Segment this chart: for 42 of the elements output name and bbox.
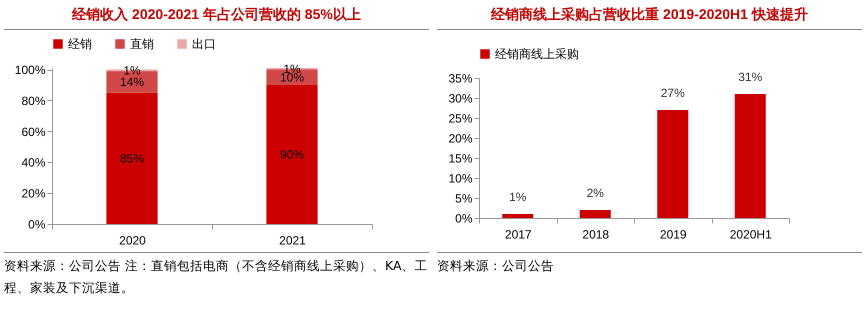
- bar: [502, 214, 534, 218]
- y-tick-label: 30%: [448, 92, 473, 106]
- y-tick-label: 5%: [455, 192, 473, 206]
- data-label: 2%: [586, 186, 604, 200]
- bar: [580, 210, 611, 218]
- legend-label: 经销商线上采购: [495, 47, 579, 61]
- bar: [106, 92, 158, 224]
- chart-title: 经销商线上采购占营收比重 2019-2020H1 快速提升: [437, 0, 862, 30]
- x-tick-label: 2020H1: [730, 228, 772, 242]
- bar: [734, 94, 766, 218]
- x-tick-label: 2018: [582, 228, 610, 242]
- x-tick-label: 2019: [660, 228, 687, 242]
- y-tick-label: 0%: [455, 212, 473, 226]
- y-tick-label: 80%: [21, 94, 46, 108]
- x-tick-label: 2017: [504, 228, 532, 242]
- data-label: 90%: [280, 147, 304, 162]
- data-label: 14%: [120, 74, 144, 89]
- bar: [266, 84, 318, 224]
- data-label: 31%: [738, 70, 763, 84]
- y-tick-label: 35%: [448, 72, 473, 86]
- x-tick-label: 2021: [279, 234, 306, 248]
- legend-label: 直销: [130, 37, 154, 51]
- y-tick-label: 40%: [21, 156, 46, 170]
- text: 资料来源：公司公告 注：直销包括电商（不含经销商线上采购）、KA、工程、家装及下沉渠道。: [4, 252, 429, 299]
- legend-label: 经销: [68, 37, 92, 51]
- data-label: 27%: [660, 86, 686, 100]
- chart-title: 经销收入 2020-2021 年占公司营收的 85%以上: [4, 0, 429, 30]
- y-tick-label: 0%: [28, 218, 46, 232]
- y-tick-label: 25%: [448, 112, 473, 126]
- y-tick-label: 20%: [448, 132, 473, 146]
- y-tick-label: 15%: [448, 152, 473, 166]
- y-tick-label: 10%: [448, 172, 473, 186]
- data-label: 1%: [123, 63, 141, 78]
- text: 资料来源：公司公告: [437, 252, 862, 277]
- x-tick-label: 2020: [119, 234, 146, 248]
- data-label: 1%: [509, 190, 527, 204]
- data-label: 85%: [120, 151, 144, 166]
- y-tick-label: 60%: [21, 124, 46, 139]
- y-tick-label: 100%: [14, 63, 46, 78]
- y-tick-label: 20%: [21, 186, 46, 201]
- bar: [657, 110, 688, 218]
- legend-label: 出口: [192, 37, 216, 51]
